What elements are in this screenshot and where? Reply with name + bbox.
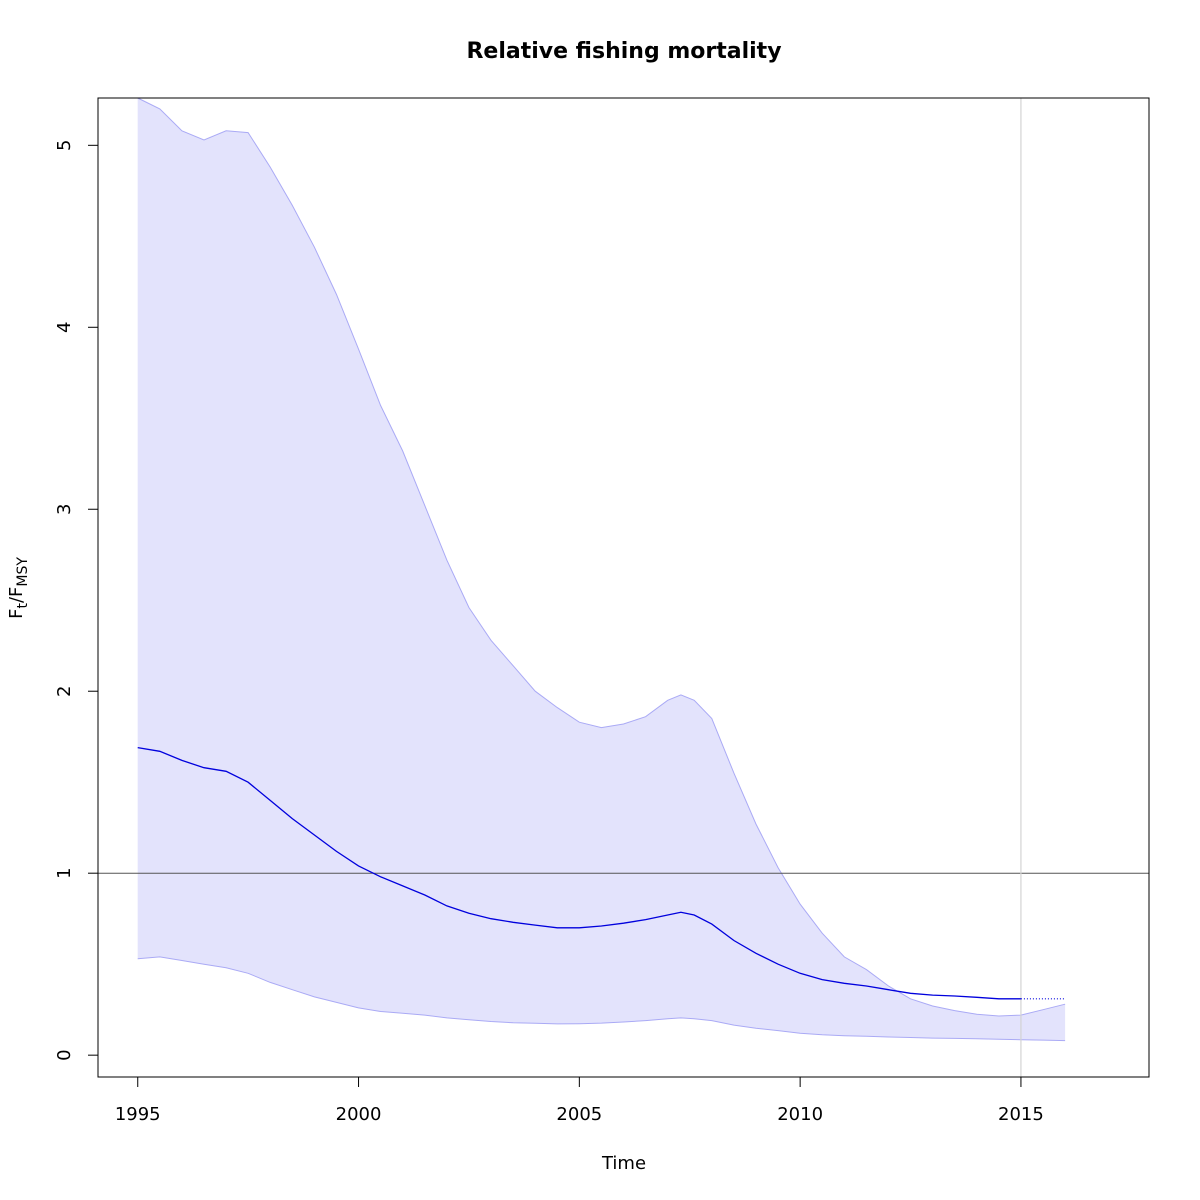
y-axis-label-slash: / bbox=[6, 596, 27, 603]
x-tick-label: 2015 bbox=[998, 1104, 1044, 1125]
x-tick-label: 1995 bbox=[115, 1104, 161, 1125]
y-tick-label: 1 bbox=[54, 867, 75, 878]
x-tick-label: 2005 bbox=[556, 1104, 602, 1125]
y-tick-label: 0 bbox=[54, 1049, 75, 1060]
y-axis-label: Ft/FMSY bbox=[6, 557, 31, 619]
confidence-band bbox=[137, 98, 1066, 1041]
y-tick-label: 4 bbox=[54, 322, 75, 333]
y-tick-label: 2 bbox=[54, 685, 75, 696]
x-tick-label: 2010 bbox=[777, 1104, 823, 1125]
plot-area bbox=[98, 97, 1149, 1077]
y-axis-label-sub-msy: MSY bbox=[15, 557, 31, 587]
y-axis-label-f: F bbox=[6, 609, 27, 619]
lower-bound-line bbox=[137, 956, 1066, 1042]
x-tick-label: 2000 bbox=[336, 1104, 382, 1125]
upper-bound-line bbox=[137, 97, 1066, 1017]
estimate-line bbox=[137, 746, 1021, 1000]
y-tick-label: 3 bbox=[54, 504, 75, 515]
y-axis: 0 1 2 3 4 5 bbox=[54, 140, 99, 1061]
x-axis: 1995 2000 2005 2010 2015 bbox=[115, 1076, 1044, 1125]
y-tick-label: 5 bbox=[54, 140, 75, 151]
chart-title: Relative fishing mortality bbox=[466, 39, 781, 64]
y-axis-label-sub-t: t bbox=[15, 603, 31, 609]
y-axis-label-f2: F bbox=[6, 587, 27, 597]
x-axis-label: Time bbox=[601, 1153, 646, 1174]
